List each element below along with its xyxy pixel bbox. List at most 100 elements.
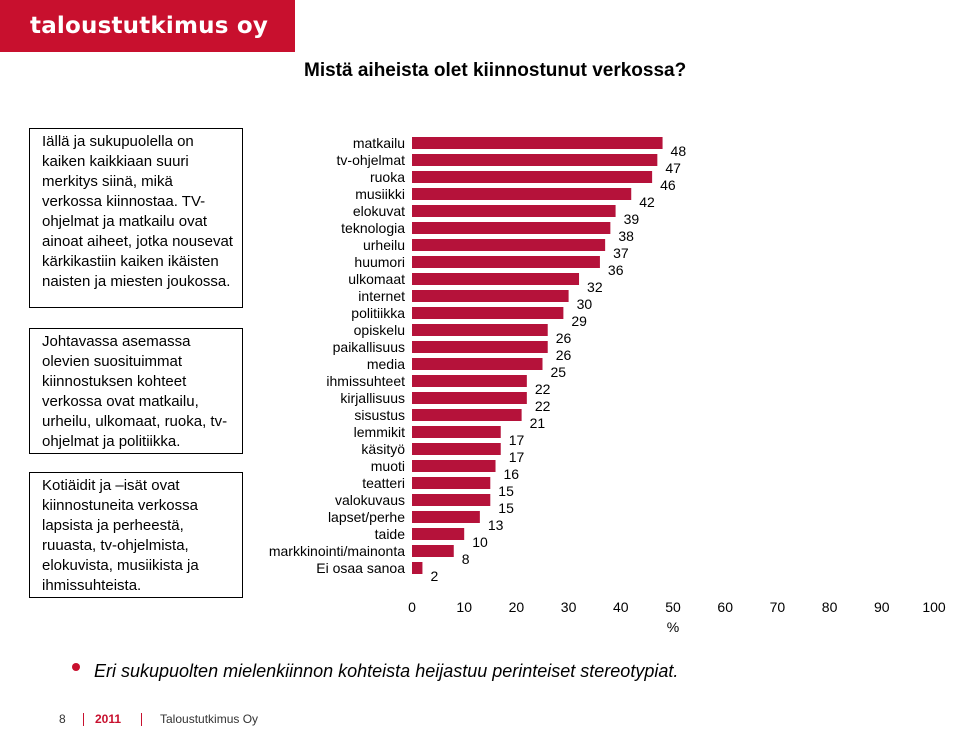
slide-title: Mistä aiheista olet kiinnostunut verkoss…	[304, 60, 687, 81]
bar	[412, 375, 527, 387]
note-box-stay-at-home-parents: Kotiäidit ja –isät ovat kiinnostuneita v…	[29, 472, 243, 598]
bar	[412, 494, 491, 506]
category-label: Ei osaa sanoa	[316, 560, 405, 576]
data-label: 29	[571, 313, 587, 329]
category-label: sisustus	[354, 407, 405, 423]
x-tick-label: 0	[408, 599, 416, 615]
x-axis-label: %	[667, 619, 679, 635]
data-label: 47	[665, 160, 681, 176]
bar	[412, 460, 496, 472]
x-tick-label: 70	[770, 599, 786, 615]
x-tick-label: 80	[822, 599, 838, 615]
category-label: kirjallisuus	[340, 390, 405, 406]
bar	[412, 273, 580, 285]
summary-text: Eri sukupuolten mielenkiinnon kohteista …	[94, 661, 679, 681]
bar	[412, 222, 611, 234]
data-label: 48	[671, 143, 687, 159]
x-tick-label: 60	[717, 599, 733, 615]
bar	[412, 443, 501, 455]
bar	[412, 137, 663, 149]
category-label: opiskelu	[354, 322, 405, 338]
data-label: 30	[577, 296, 593, 312]
category-label: teatteri	[362, 475, 405, 491]
category-label: valokuvaus	[335, 492, 405, 508]
bar	[412, 290, 569, 302]
footer-page-number: 8	[59, 712, 66, 726]
category-label: politiikka	[351, 305, 405, 321]
bar	[412, 409, 522, 421]
category-label: media	[367, 356, 405, 372]
category-label: markkinointi/mainonta	[269, 543, 405, 559]
category-label: huumori	[354, 254, 405, 270]
category-label: käsityö	[361, 441, 405, 457]
category-label: urheilu	[363, 237, 405, 253]
bar	[412, 341, 548, 353]
data-label: 17	[509, 432, 525, 448]
category-label: taide	[375, 526, 406, 542]
x-tick-label: 30	[561, 599, 577, 615]
note-box-age-gender: Iällä ja sukupuolella on kaiken kaikkiaa…	[29, 128, 243, 308]
bar	[412, 392, 527, 404]
data-label: 10	[472, 534, 488, 550]
data-label: 25	[551, 364, 567, 380]
category-label: paikallisuus	[333, 339, 405, 355]
category-label: teknologia	[341, 220, 405, 236]
category-label: muoti	[371, 458, 405, 474]
data-label: 21	[530, 415, 546, 431]
category-label: ihmissuhteet	[326, 373, 405, 389]
x-tick-label: 50	[665, 599, 681, 615]
data-label: 26	[556, 330, 572, 346]
bar	[412, 511, 480, 523]
bar	[412, 528, 465, 540]
data-label: 16	[504, 466, 520, 482]
data-label: 13	[488, 517, 504, 533]
data-label: 2	[430, 568, 438, 584]
footer-company: Taloustutkimus Oy	[160, 712, 259, 726]
data-label: 37	[613, 245, 629, 261]
bar	[412, 477, 491, 489]
category-label: musiikki	[355, 186, 405, 202]
bar	[412, 324, 548, 336]
data-label: 17	[509, 449, 525, 465]
bar	[412, 545, 454, 557]
bar	[412, 426, 501, 438]
footer-year: 2011	[95, 712, 122, 726]
data-label: 15	[498, 500, 514, 516]
category-label: tv-ohjelmat	[337, 152, 406, 168]
note-box-executives: Johtavassa asemassa olevien suosituimmat…	[29, 328, 243, 454]
data-label: 22	[535, 381, 551, 397]
x-tick-label: 10	[456, 599, 472, 615]
x-tick-label: 40	[613, 599, 629, 615]
data-label: 26	[556, 347, 572, 363]
footer-divider	[83, 713, 84, 726]
x-tick-label: 20	[509, 599, 525, 615]
category-label: matkailu	[353, 135, 405, 151]
x-tick-label: 100	[922, 599, 946, 615]
bullet-icon	[72, 663, 80, 671]
bar	[412, 205, 616, 217]
data-label: 22	[535, 398, 551, 414]
data-label: 38	[618, 228, 634, 244]
data-label: 8	[462, 551, 470, 567]
category-label: lapset/perhe	[328, 509, 405, 525]
company-logo: taloustutkimus oy	[0, 0, 295, 52]
bar	[412, 256, 600, 268]
category-label: lemmikit	[354, 424, 405, 440]
bar	[412, 188, 632, 200]
category-label: internet	[358, 288, 405, 304]
data-label: 46	[660, 177, 676, 193]
bar	[412, 307, 564, 319]
category-label: ruoka	[370, 169, 405, 185]
data-label: 32	[587, 279, 603, 295]
category-label: elokuvat	[353, 203, 405, 219]
x-tick-label: 90	[874, 599, 890, 615]
bar	[412, 171, 653, 183]
bar	[412, 154, 658, 166]
data-label: 36	[608, 262, 624, 278]
data-label: 39	[624, 211, 640, 227]
bar	[412, 239, 606, 251]
footer-divider	[141, 713, 142, 726]
data-label: 15	[498, 483, 514, 499]
bar	[412, 358, 543, 370]
